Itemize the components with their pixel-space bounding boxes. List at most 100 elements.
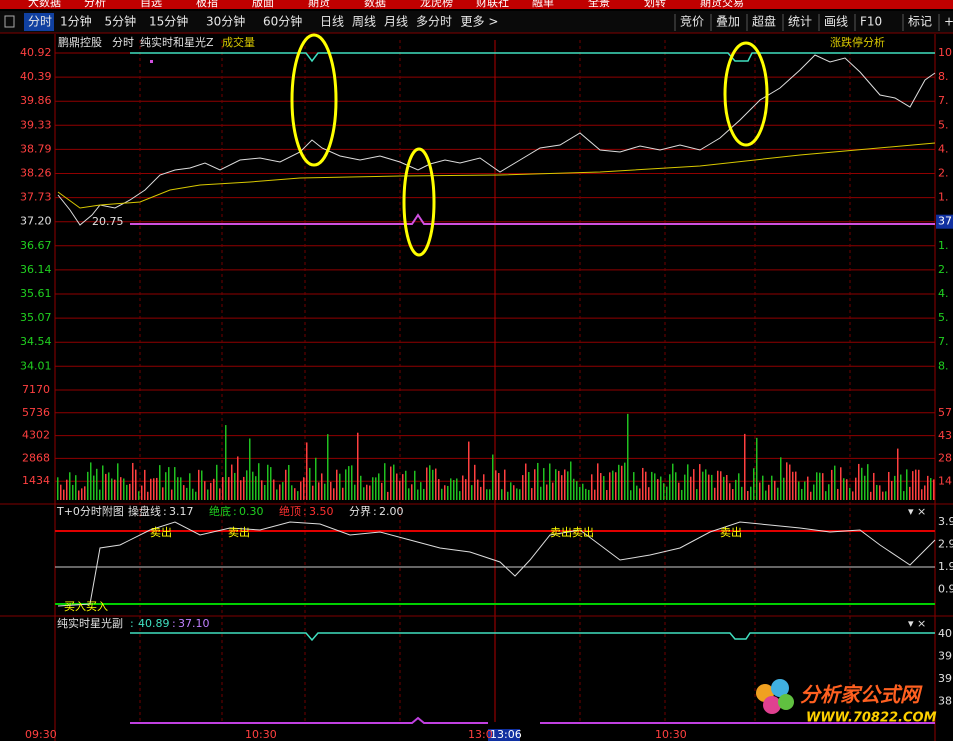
- volume-bar: [624, 462, 626, 500]
- menu-item[interactable]: 融单: [532, 0, 554, 9]
- volume-bar: [900, 474, 902, 500]
- volume-bar: [198, 469, 200, 500]
- menu-item[interactable]: 期货: [308, 0, 330, 9]
- menu-item[interactable]: 版面: [252, 0, 274, 9]
- toolbar-tab[interactable]: 更多 >: [461, 15, 499, 29]
- volume-bar: [615, 472, 617, 500]
- volume-bar: [210, 482, 212, 500]
- upper-line: [130, 52, 935, 63]
- menu-item[interactable]: 自选: [140, 0, 162, 9]
- volume-bar: [249, 438, 251, 500]
- volume-bar: [384, 463, 386, 500]
- volume-bar: [867, 464, 869, 500]
- line-label: 20.75: [92, 215, 124, 228]
- volume-bar: [609, 472, 611, 500]
- sell-label: 卖出: [150, 525, 172, 539]
- volume-bar: [528, 472, 530, 500]
- volume-bar: [255, 476, 257, 500]
- volume-bar: [741, 486, 743, 500]
- price-label: 39.33: [20, 118, 52, 131]
- menu-item[interactable]: 分析: [84, 0, 106, 9]
- volume-bar: [816, 472, 818, 500]
- menu-item[interactable]: 板指: [196, 0, 218, 9]
- menu-item[interactable]: 期货交易: [700, 0, 744, 9]
- star-value2: 37.10: [178, 617, 210, 630]
- toolbar-button[interactable]: 画线: [824, 15, 848, 29]
- right-axis-label: 37: [938, 215, 952, 228]
- toolbar-button[interactable]: F10: [860, 15, 882, 29]
- volume-bar: [576, 481, 578, 500]
- volume-bars: [57, 413, 935, 500]
- sub-right-label: 0.9: [938, 583, 953, 596]
- volume-bar: [378, 473, 380, 500]
- menu-item[interactable]: 大数据: [28, 0, 61, 9]
- toolbar-tab[interactable]: 60分钟: [263, 14, 302, 29]
- volume-bar: [93, 475, 95, 500]
- volume-label: 1434: [22, 474, 50, 487]
- menu-item[interactable]: 财联社: [476, 0, 509, 9]
- volume-bar: [534, 469, 536, 500]
- volume-bar: [828, 484, 830, 500]
- toolbar-button[interactable]: 统计: [788, 15, 812, 29]
- volume-bar: [735, 479, 737, 500]
- right-axis-label: 2.: [938, 167, 949, 180]
- star-colon: :: [172, 617, 176, 630]
- volume-bar: [222, 477, 224, 500]
- volume-bar: [177, 477, 179, 500]
- toolbar-button[interactable]: 超盘: [752, 14, 776, 29]
- toolbar-tab[interactable]: 1分钟: [60, 14, 92, 29]
- volume-bar: [924, 485, 926, 500]
- toolbar-tab[interactable]: 周线: [352, 15, 376, 29]
- volume-bar: [441, 488, 443, 500]
- right-axis-label: 5.: [938, 311, 949, 324]
- toolbar-tab[interactable]: 分时: [28, 15, 52, 29]
- volume-label: 7170: [22, 383, 50, 396]
- volume-bar: [180, 477, 182, 500]
- toolbar-button[interactable]: 叠加: [716, 15, 740, 29]
- lower-line: [130, 213, 935, 225]
- toolbar-tab[interactable]: 15分钟: [149, 14, 188, 29]
- marker: [150, 60, 153, 63]
- right-highlight: [936, 214, 953, 229]
- volume-bar: [831, 469, 833, 500]
- right-axis-label: 10: [938, 46, 952, 59]
- volume-label: 2868: [22, 451, 50, 464]
- volume-bar: [873, 472, 875, 500]
- volume-bar: [549, 463, 551, 500]
- volume-bar: [258, 463, 260, 500]
- sub-right-label: 3.9: [938, 515, 953, 528]
- volume-bar: [702, 471, 704, 500]
- volume-bar: [438, 479, 440, 500]
- toolbar-button[interactable]: 标记: [908, 15, 932, 29]
- volume-bar: [747, 490, 749, 500]
- toolbar-tab[interactable]: 日线: [320, 15, 344, 29]
- volume-bar: [246, 470, 248, 500]
- toolbar-button[interactable]: +自选: [944, 15, 953, 29]
- volume-bar: [933, 479, 935, 500]
- toolbar-tab[interactable]: 多分时: [416, 15, 452, 29]
- menu-item[interactable]: 龙虎榜: [420, 0, 453, 9]
- volume-bar: [393, 464, 395, 500]
- menu-item[interactable]: 划转: [644, 0, 666, 9]
- highlight-circle: [290, 33, 338, 167]
- toolbar-tab[interactable]: 30分钟: [206, 14, 245, 29]
- tab-active: [24, 13, 54, 31]
- toolbar-button[interactable]: 竞价: [680, 15, 704, 29]
- limit-analysis[interactable]: 涨跌停分析: [830, 35, 885, 49]
- volume-bar: [876, 484, 878, 500]
- time-label: 10:30: [655, 728, 687, 741]
- volume-bar: [636, 485, 638, 500]
- volume-bar: [726, 475, 728, 500]
- volume-bar: [219, 488, 221, 500]
- toolbar-tab[interactable]: 月线: [384, 15, 408, 29]
- menu-item[interactable]: 数据: [364, 0, 386, 9]
- volume-bar: [423, 488, 425, 500]
- volume-bar: [411, 484, 413, 500]
- volume-bar: [81, 488, 83, 500]
- volume-bar: [276, 489, 278, 500]
- toolbar-tab[interactable]: 5分钟: [105, 14, 137, 29]
- volume-bar: [537, 462, 539, 500]
- menu-item[interactable]: 全景: [588, 0, 610, 9]
- volume-bar: [603, 476, 605, 500]
